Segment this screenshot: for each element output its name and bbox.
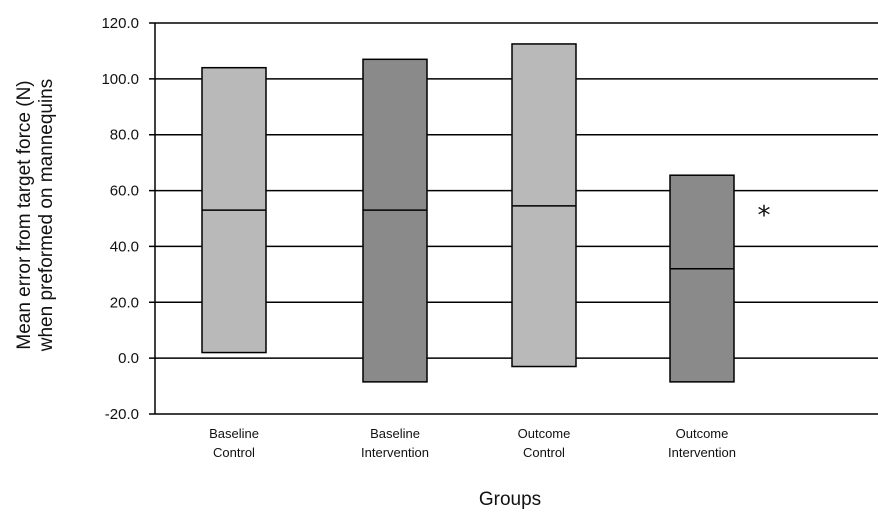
significance-asterisk: * (758, 201, 771, 231)
y-tick-labels: -20.0 0.0 20.0 40.0 60.0 80.0 100.0 120.0 (101, 15, 139, 423)
y-axis-title-line-2: when preformed on mannequins (36, 79, 57, 353)
category-label-line-2: Control (213, 445, 255, 460)
x-axis-title: Groups (479, 489, 541, 510)
y-tick-label: -20.0 (105, 406, 139, 423)
y-tick-label: 40.0 (110, 238, 139, 255)
y-axis-title-line-1: Mean error from target force (N) (14, 80, 35, 349)
box-body (362, 58, 428, 383)
box-2 (362, 58, 428, 383)
box-body (669, 174, 735, 383)
category-label-line-1: Baseline (370, 426, 420, 441)
y-tick-label: 60.0 (110, 183, 139, 200)
box-4 (669, 174, 735, 383)
category-label-line-1: Outcome (518, 426, 571, 441)
y-tick-label: 20.0 (110, 294, 139, 311)
y-tick-label: 100.0 (101, 71, 139, 88)
category-label-line-1: Baseline (209, 426, 259, 441)
box-3 (511, 43, 577, 368)
boxes (201, 43, 735, 383)
category-label-line-1: Outcome (676, 426, 729, 441)
category-label-line-2: Intervention (361, 445, 429, 460)
box-1 (201, 66, 267, 354)
y-tick-label: 80.0 (110, 127, 139, 144)
category-labels: Baseline Control Baseline Intervention Outco… (209, 426, 736, 460)
y-tick-label: 120.0 (101, 15, 139, 32)
annotations: * (758, 201, 771, 231)
y-tick-label: 0.0 (118, 350, 139, 367)
category-label-line-2: Intervention (668, 445, 736, 460)
category-label-line-2: Control (523, 445, 565, 460)
